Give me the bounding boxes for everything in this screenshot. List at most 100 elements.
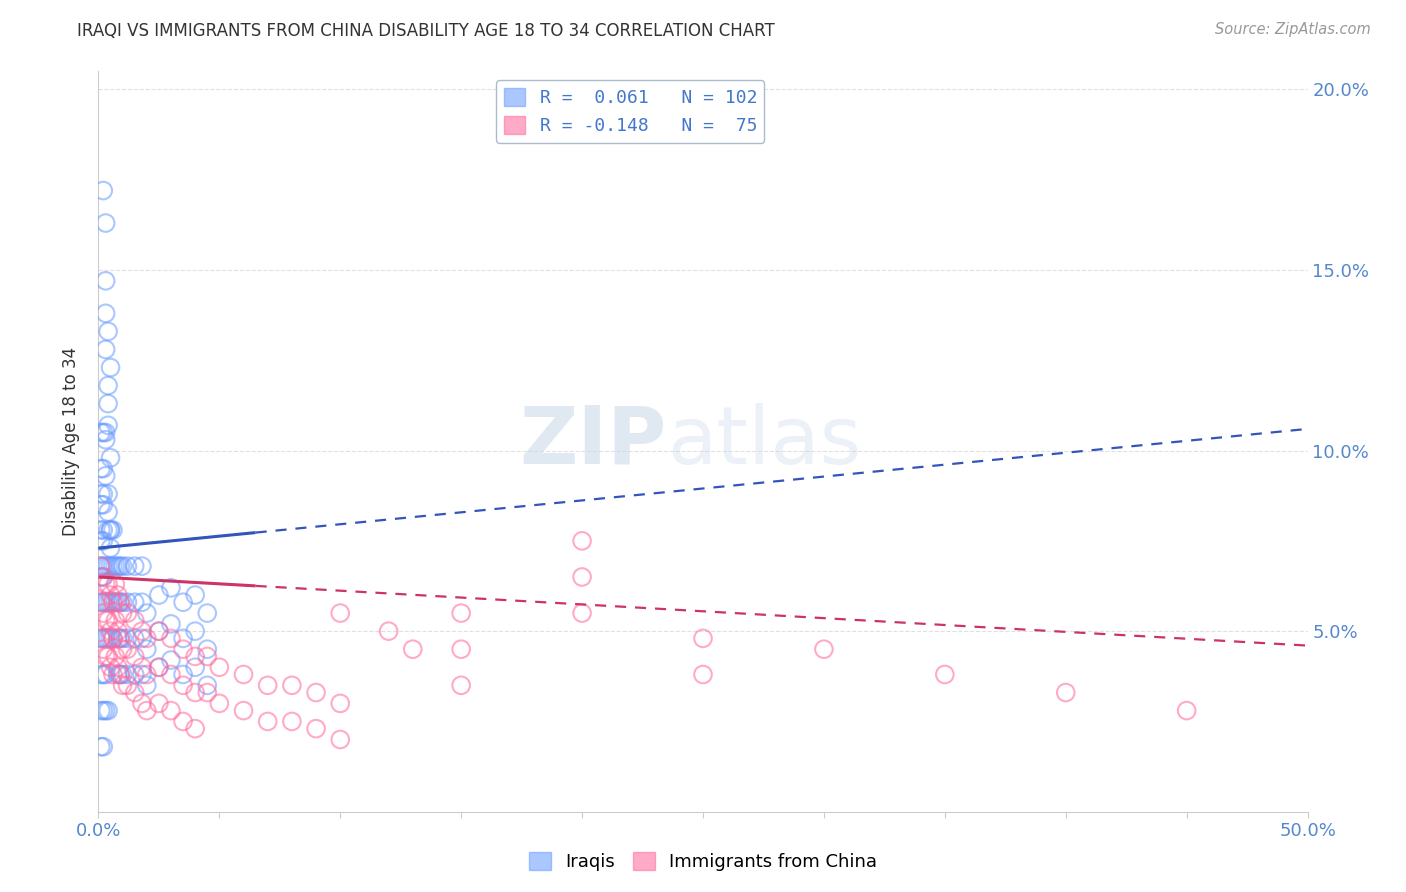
Point (108, 559, 131, 574)
Point (160, 616, 183, 631)
Point (450, 678, 472, 692)
Point (97, 505, 120, 519)
Point (172, 642, 194, 657)
Point (329, 732, 352, 747)
Point (160, 653, 183, 667)
Point (124, 685, 146, 699)
Point (90, 739, 112, 754)
Point (94, 274, 117, 288)
Point (208, 660, 231, 674)
Point (101, 595, 124, 609)
Point (450, 642, 472, 657)
Point (101, 523, 124, 537)
Point (90, 632, 112, 646)
Point (101, 559, 124, 574)
Point (100, 588, 122, 602)
Point (195, 678, 218, 692)
Point (160, 632, 183, 646)
Point (91, 632, 114, 646)
Point (97, 649, 120, 664)
Point (108, 595, 131, 609)
Point (94, 613, 117, 627)
Point (90, 667, 112, 681)
Point (1175, 704, 1198, 718)
Point (104, 577, 127, 591)
Point (100, 541, 122, 555)
Point (104, 613, 127, 627)
Point (148, 624, 170, 639)
Point (91, 667, 114, 681)
Point (124, 667, 146, 681)
Point (184, 660, 207, 674)
Point (135, 678, 157, 692)
Point (195, 606, 218, 620)
Point (90, 595, 112, 609)
Point (160, 667, 183, 681)
Point (195, 649, 218, 664)
Point (329, 697, 352, 711)
Point (108, 667, 131, 681)
Point (107, 588, 129, 602)
Point (111, 678, 134, 692)
Point (91, 570, 114, 584)
Point (172, 714, 194, 729)
Point (111, 642, 134, 657)
Point (97, 523, 120, 537)
Point (104, 649, 127, 664)
Point (232, 704, 254, 718)
Point (305, 722, 328, 736)
Point (329, 606, 352, 620)
Point (571, 570, 593, 584)
Point (107, 632, 129, 646)
Point (91, 461, 114, 475)
Point (571, 533, 593, 548)
Point (117, 678, 139, 692)
Point (94, 595, 117, 609)
Point (107, 660, 129, 674)
Point (117, 632, 139, 646)
Point (100, 660, 122, 674)
Point (94, 704, 117, 718)
Point (101, 632, 124, 646)
Point (450, 606, 472, 620)
Point (160, 581, 183, 595)
Point (91, 642, 114, 657)
Point (90, 533, 112, 548)
Point (91, 523, 114, 537)
Point (131, 667, 153, 681)
Point (131, 595, 153, 609)
Point (91, 425, 114, 440)
Point (124, 595, 146, 609)
Point (1054, 685, 1077, 699)
Point (97, 613, 120, 627)
Point (135, 704, 157, 718)
Point (934, 667, 956, 681)
Point (305, 685, 328, 699)
Point (91, 559, 114, 574)
Point (94, 306, 117, 320)
Point (377, 624, 399, 639)
Point (195, 685, 218, 699)
Point (90, 559, 112, 574)
Point (107, 559, 129, 574)
Point (131, 624, 153, 639)
Point (94, 667, 117, 681)
Point (91, 606, 114, 620)
Point (124, 649, 146, 664)
Point (232, 667, 254, 681)
Point (91, 184, 114, 198)
Text: Source: ZipAtlas.com: Source: ZipAtlas.com (1215, 22, 1371, 37)
Point (94, 343, 117, 357)
Point (131, 559, 153, 574)
Point (90, 595, 112, 609)
Point (94, 577, 117, 591)
Point (108, 632, 131, 646)
Point (97, 487, 120, 501)
Point (402, 642, 425, 657)
Point (107, 624, 129, 639)
Point (117, 667, 139, 681)
Legend: Iraqis, Immigrants from China: Iraqis, Immigrants from China (522, 845, 884, 879)
Point (104, 559, 127, 574)
Point (100, 523, 122, 537)
Point (172, 678, 194, 692)
